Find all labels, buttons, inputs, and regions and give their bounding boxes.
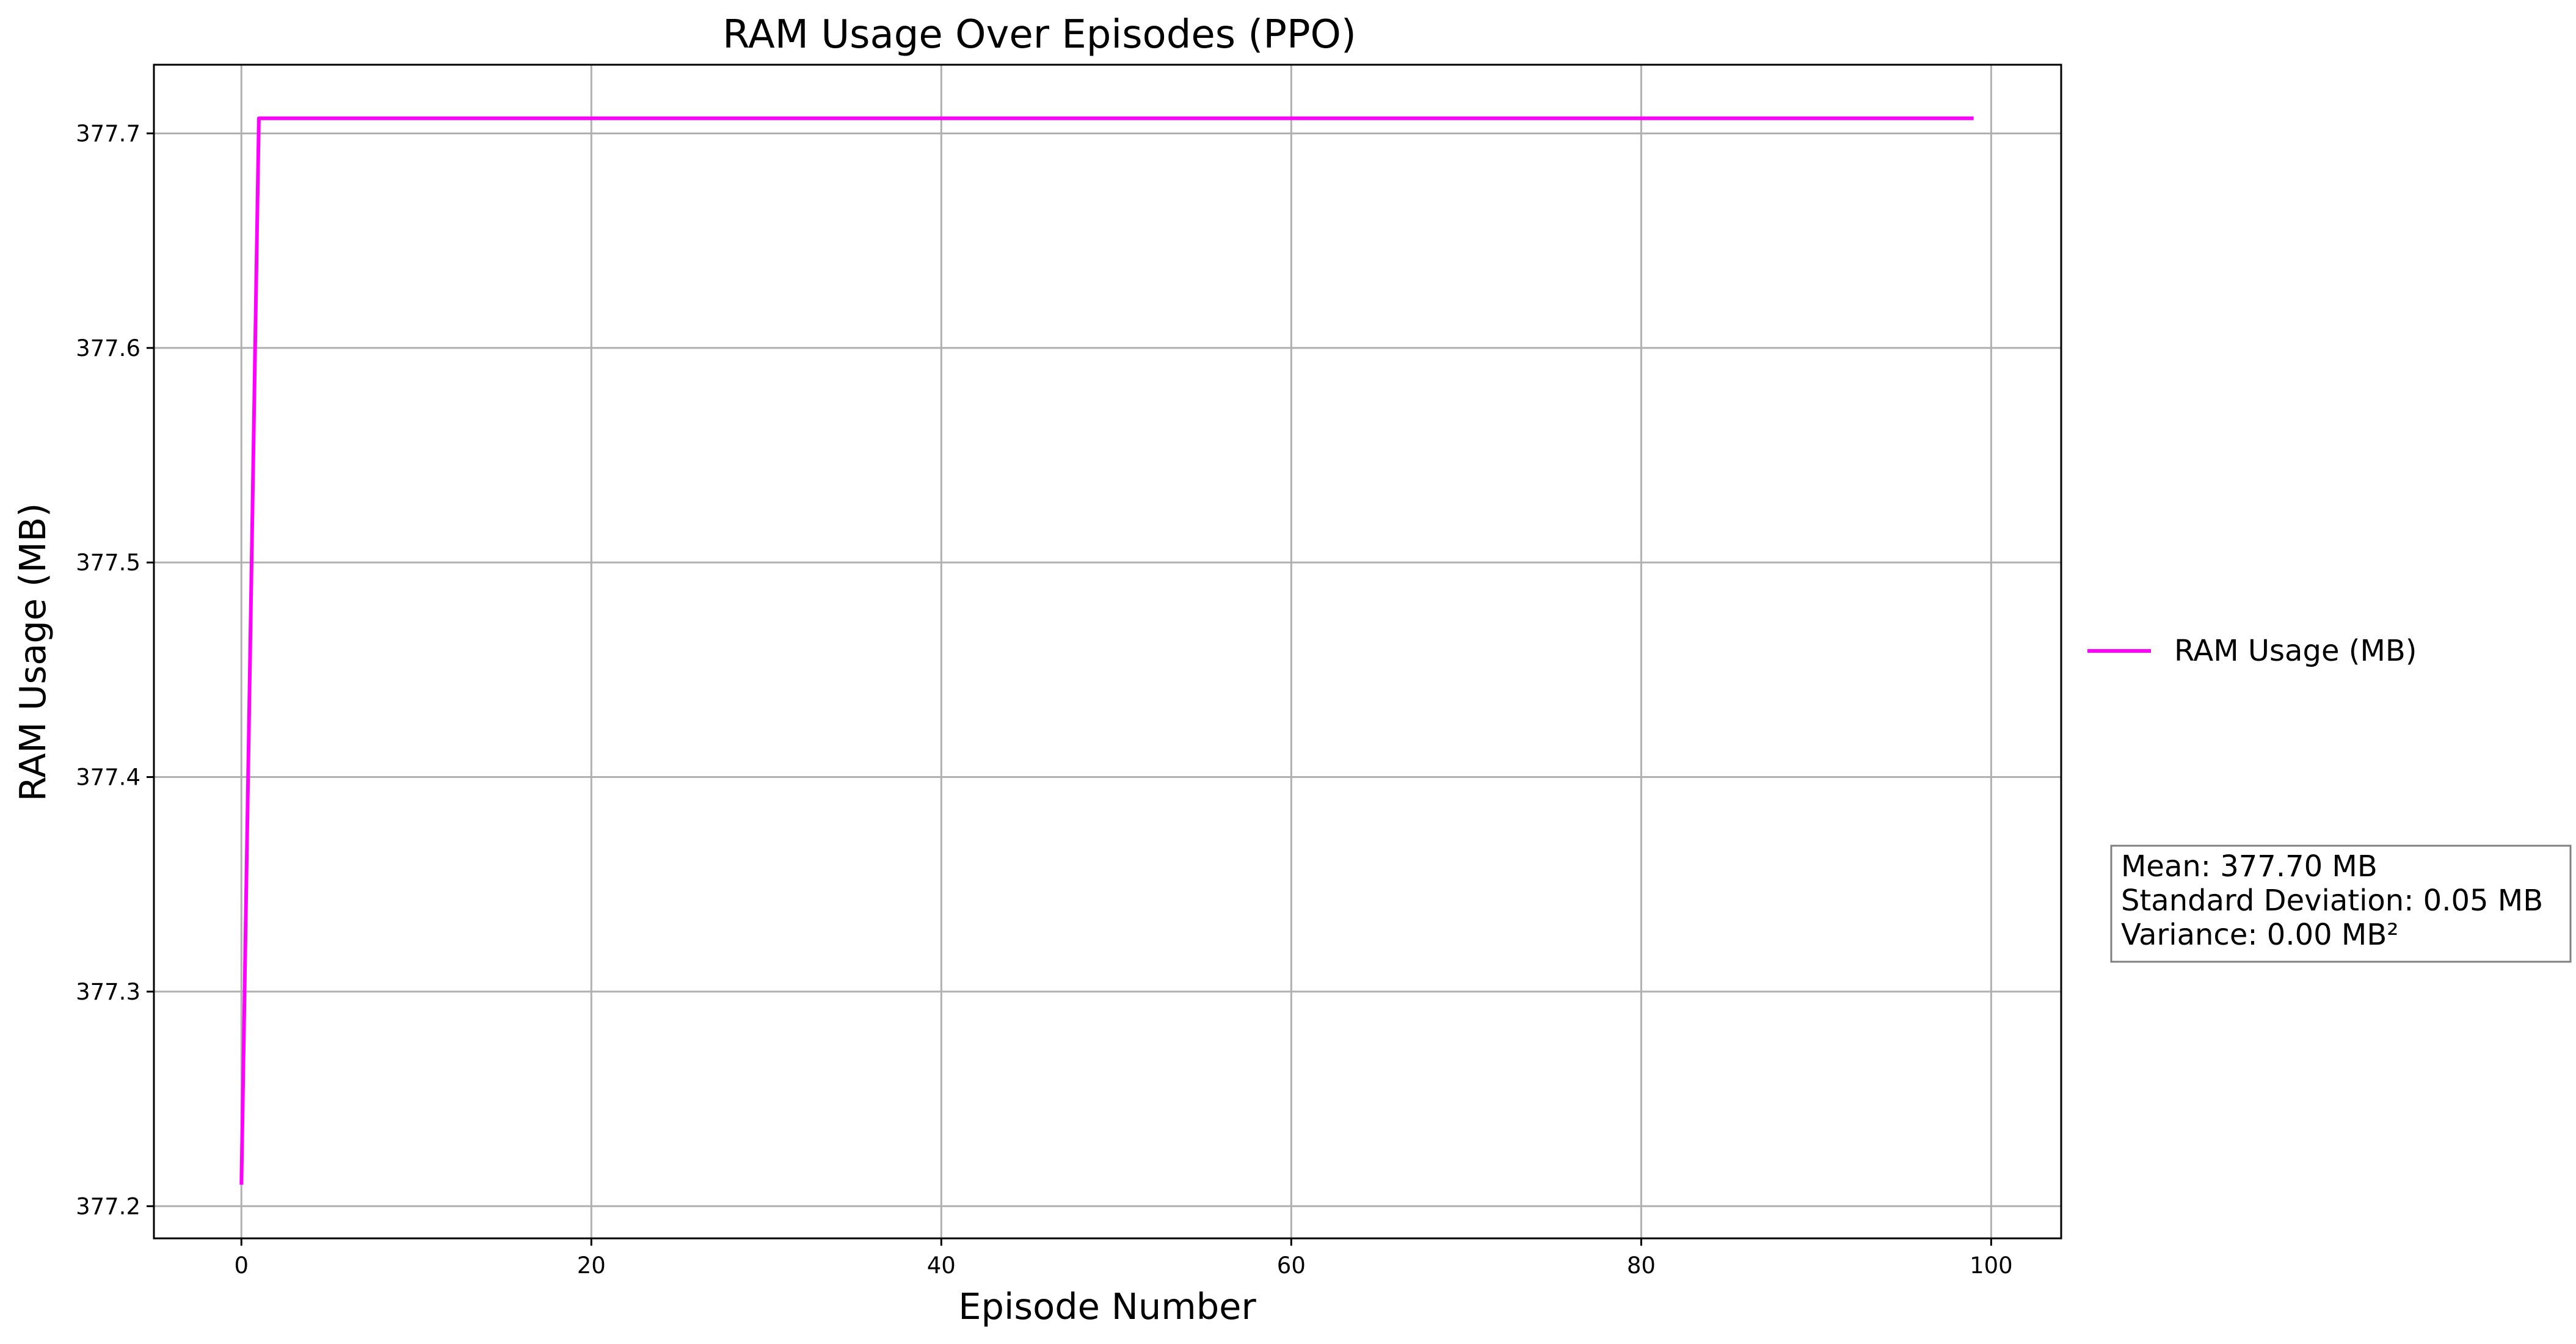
grid: [154, 65, 2061, 1238]
series-lines: [239, 116, 1974, 1185]
stats-box-frame: [2110, 845, 2572, 963]
series-line-ram-usage: [239, 116, 1974, 1185]
x-tick-label: 40: [927, 1252, 956, 1279]
y-tick-label: 377.4: [76, 765, 140, 791]
x-axis-label: Episode Number: [958, 1285, 1256, 1328]
legend: RAM Usage (MB): [2087, 634, 2417, 668]
y-tick-label: 377.6: [76, 335, 140, 361]
y-tick-label: 377.2: [76, 1193, 140, 1219]
stats-standard-deviation: Standard Deviation: 0.05 MB: [2121, 884, 2543, 918]
y-axis-ticks: 377.2 377.3 377.4 377.5 377.6 377.7: [76, 120, 154, 1219]
x-axis-ticks: 0 20 40 60 80 100: [234, 1238, 2013, 1279]
plot-area-frame: [153, 64, 2062, 1240]
chart-title: RAM Usage Over Episodes (PPO): [722, 12, 1356, 57]
stats-mean: Mean: 377.70 MB: [2121, 849, 2378, 884]
x-tick-label: 80: [1627, 1252, 1656, 1279]
legend-label: RAM Usage (MB): [2174, 634, 2417, 668]
x-tick-label: 60: [1277, 1252, 1306, 1279]
y-tick-label: 377.3: [76, 979, 140, 1005]
stats-variance: Variance: 0.00 MB²: [2121, 918, 2399, 952]
x-tick-label: 20: [577, 1252, 606, 1279]
x-tick-label: 100: [1970, 1252, 2013, 1279]
y-tick-label: 377.5: [76, 550, 140, 576]
stats-box: Mean: 377.70 MB Standard Deviation: 0.05…: [2110, 845, 2572, 963]
y-axis-label: RAM Usage (MB): [12, 503, 54, 802]
x-tick-label: 0: [234, 1252, 249, 1279]
y-tick-label: 377.7: [76, 120, 140, 147]
